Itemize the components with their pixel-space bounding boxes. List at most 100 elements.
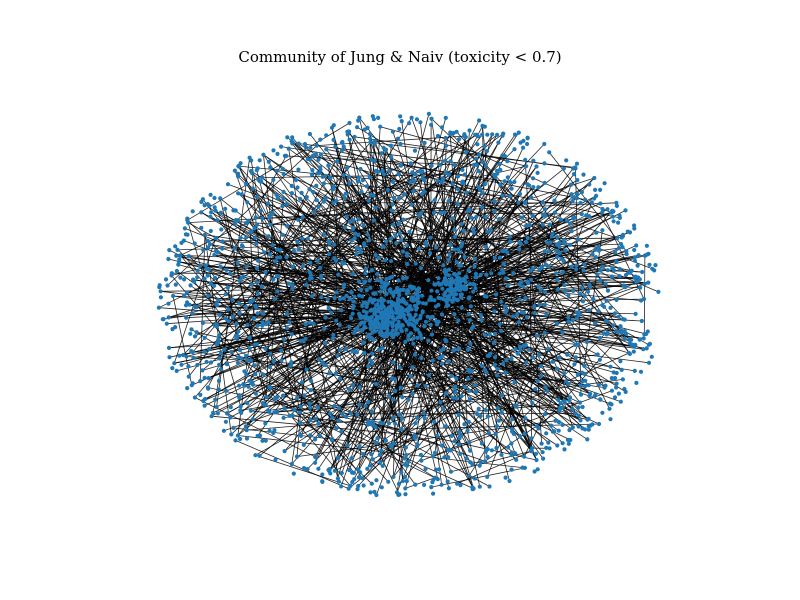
node: [396, 319, 401, 324]
node: [293, 178, 299, 183]
node: [445, 479, 450, 484]
node: [511, 431, 516, 436]
node: [452, 162, 457, 167]
node: [577, 400, 583, 405]
node: [499, 410, 504, 415]
node: [451, 295, 456, 300]
node: [446, 303, 451, 308]
node: [408, 284, 413, 289]
node: [441, 297, 446, 302]
node: [646, 280, 651, 285]
node: [419, 210, 424, 215]
node: [254, 168, 259, 173]
node: [267, 365, 272, 370]
node: [497, 271, 502, 276]
node: [634, 279, 639, 284]
edge: [218, 339, 490, 487]
node: [178, 253, 183, 258]
node: [517, 434, 523, 439]
node: [611, 268, 617, 273]
edge: [173, 237, 217, 364]
node: [495, 406, 500, 411]
node: [608, 364, 613, 369]
node: [568, 437, 573, 443]
node: [165, 283, 170, 288]
node: [362, 324, 367, 329]
node: [362, 241, 367, 246]
node: [250, 417, 255, 422]
node: [398, 114, 403, 119]
node: [182, 226, 187, 231]
node: [344, 293, 349, 298]
node: [423, 383, 428, 388]
node: [470, 485, 475, 490]
node: [248, 230, 253, 235]
node: [542, 161, 547, 166]
node: [416, 213, 421, 218]
node: [244, 353, 249, 358]
node: [493, 208, 498, 214]
node: [491, 340, 496, 345]
node: [360, 303, 365, 308]
node: [491, 173, 497, 178]
node: [290, 413, 295, 418]
node: [369, 157, 374, 162]
node: [464, 149, 469, 155]
node: [190, 381, 195, 386]
node: [516, 200, 521, 205]
node: [299, 380, 304, 385]
edge: [448, 174, 630, 340]
node: [647, 262, 652, 267]
node: [436, 302, 441, 308]
node: [618, 359, 623, 364]
node: [466, 268, 471, 273]
node: [217, 356, 222, 361]
node: [575, 372, 580, 377]
node: [353, 327, 358, 332]
node: [367, 131, 372, 137]
node: [558, 217, 564, 222]
node: [615, 236, 620, 241]
node: [235, 360, 240, 365]
node: [536, 185, 541, 190]
node: [279, 348, 284, 353]
node: [287, 413, 292, 418]
node: [443, 158, 448, 163]
node: [530, 400, 535, 406]
node: [507, 478, 512, 484]
node: [443, 282, 449, 287]
edge: [250, 160, 295, 410]
node: [480, 160, 485, 165]
node: [511, 314, 516, 319]
node: [587, 394, 592, 399]
node: [299, 190, 304, 195]
node: [208, 360, 214, 365]
node: [439, 125, 445, 130]
node: [404, 251, 409, 256]
node: [554, 271, 559, 276]
node: [295, 185, 300, 190]
node: [647, 341, 653, 346]
node: [532, 469, 537, 474]
node: [409, 115, 414, 120]
node: [597, 357, 603, 362]
node: [634, 380, 639, 385]
node: [344, 214, 349, 219]
node: [425, 314, 430, 319]
edge: [182, 284, 252, 356]
node: [489, 271, 494, 276]
node: [468, 460, 473, 465]
edge: [263, 154, 374, 315]
node: [567, 395, 573, 400]
node: [243, 221, 249, 226]
node: [267, 409, 272, 415]
node: [555, 287, 561, 292]
edge: [405, 477, 436, 489]
node: [495, 366, 500, 371]
node: [323, 363, 328, 368]
node: [254, 342, 259, 347]
node: [579, 190, 585, 195]
node: [492, 309, 497, 314]
node: [458, 294, 463, 300]
node: [509, 453, 514, 458]
